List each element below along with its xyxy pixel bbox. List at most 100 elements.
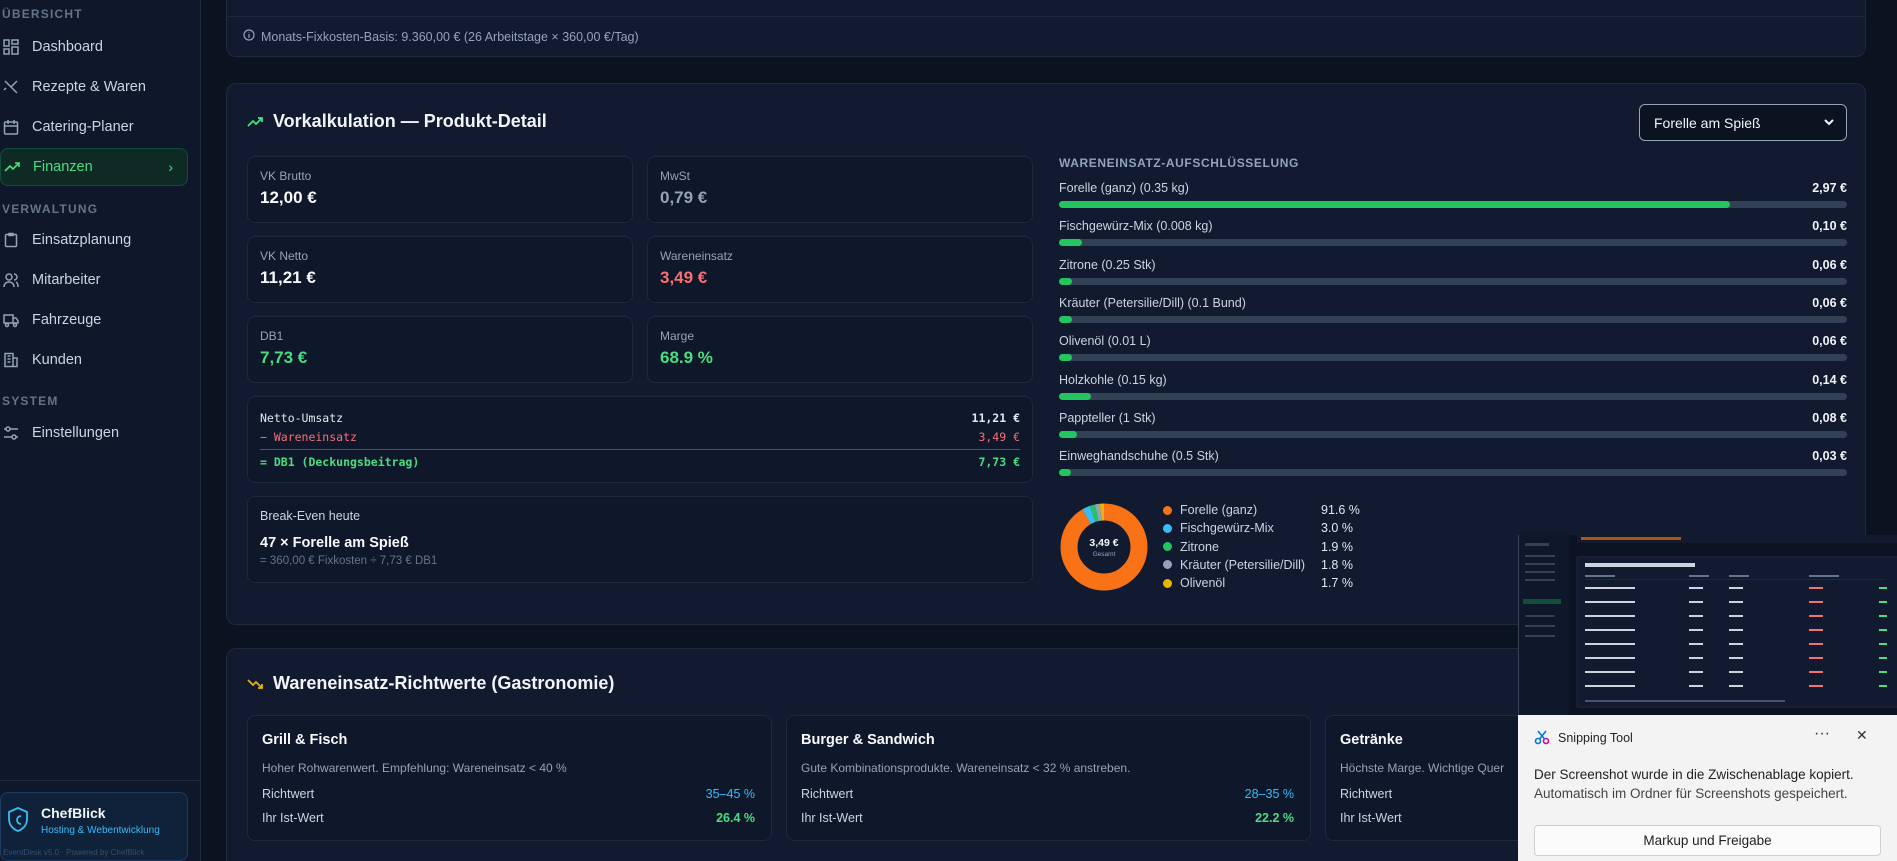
snipping-tool-icon — [1534, 729, 1550, 750]
legend-label: Zitrone — [1180, 539, 1219, 554]
brand-sub: Hosting & Webentwicklung — [41, 825, 160, 836]
sidebar-item-einstellungen[interactable]: Einstellungen — [0, 414, 188, 452]
sidebar-item-kunden[interactable]: Kunden — [0, 341, 188, 379]
thumbnail-line — [1879, 643, 1887, 645]
legend-swatch — [1163, 542, 1172, 552]
thumbnail-line — [1585, 685, 1635, 687]
legend-item: Kräuter (Petersilie/Dill) 1.8 % — [1163, 556, 1363, 574]
close-icon[interactable]: ✕ — [1856, 727, 1868, 743]
brand-name: ChefBlick — [41, 805, 106, 821]
screenshot-thumbnail[interactable] — [1518, 535, 1897, 715]
legend-item: Olivenöl 1.7 % — [1163, 574, 1363, 592]
calc-row-wareneinsatz: − Wareneinsatz 3,49 € — [260, 430, 1020, 444]
breakeven-box: Break-Even heute 47 × Forelle am Spieß =… — [247, 496, 1033, 583]
vorkalkulation-panel: Vorkalkulation — Produkt-Detail Forelle … — [226, 83, 1866, 625]
thumbnail-line — [1585, 615, 1635, 617]
sidebar-item-mitarbeiter[interactable]: Mitarbeiter — [0, 261, 188, 299]
breakdown-row: Einweghandschuhe (0.5 Stk) 0,03 € — [1059, 449, 1847, 483]
trend-up-icon — [3, 158, 21, 176]
toast-message: Der Screenshot wurde in die Zwischenabla… — [1534, 767, 1854, 782]
brand-box: ChefBlick Hosting & Webentwicklung Event… — [0, 792, 188, 861]
thumbnail-line — [1879, 685, 1887, 687]
sidebar-item-label: Catering-Planer — [32, 119, 134, 135]
cost-bar-fill — [1059, 392, 1091, 400]
legend-pct: 1.7 % — [1321, 576, 1353, 591]
markup-share-button[interactable]: Markup und Freigabe — [1534, 825, 1881, 856]
sidebar-item-finanzen[interactable]: Finanzen › — [0, 148, 188, 186]
snipping-tool-notification: Snipping Tool ··· ✕ Der Screenshot wurde… — [1518, 715, 1897, 861]
more-options-icon[interactable]: ··· — [1814, 725, 1830, 742]
thumbnail-line — [1729, 601, 1743, 603]
panel-title: Wareneinsatz-Richtwerte (Gastronomie) — [247, 673, 614, 694]
thumbnail-line — [1729, 671, 1743, 673]
legend-swatch — [1163, 523, 1172, 533]
sidebar-item-rezepte[interactable]: Rezepte & Waren — [0, 68, 188, 106]
ingredient-name: Fischgewürz-Mix (0.008 kg) — [1059, 219, 1213, 234]
legend-item: Fischgewürz-Mix 3.0 % — [1163, 519, 1363, 537]
ingredient-cost: 0,08 € — [1812, 410, 1847, 425]
utensils-icon — [2, 78, 20, 96]
breakdown-row: Olivenöl (0.01 L) 0,06 € — [1059, 334, 1847, 368]
kpi-db1: DB1 7,73 € — [247, 316, 633, 383]
sidebar-item-fahrzeuge[interactable]: Fahrzeuge — [0, 301, 188, 339]
product-select[interactable]: Forelle am Spieß — [1639, 104, 1847, 141]
thumbnail-line — [1809, 685, 1823, 687]
thumbnail-line — [1879, 615, 1887, 617]
thumbnail-line — [1585, 601, 1635, 603]
toast-title: Snipping Tool — [1558, 731, 1633, 745]
ingredient-name: Pappteller (1 Stk) — [1059, 410, 1156, 425]
ingredient-cost: 0,06 € — [1812, 295, 1847, 310]
sidebar-item-label: Einstellungen — [32, 425, 120, 441]
kpi-vk-brutto: VK Brutto 12,00 € — [247, 156, 633, 223]
thumbnail-line — [1689, 587, 1703, 589]
sidebar-item-label: Finanzen — [33, 159, 93, 175]
cost-bar-track — [1059, 277, 1847, 285]
breakdown-row: Zitrone (0.25 Stk) 0,06 € — [1059, 258, 1847, 292]
thumbnail-line — [1729, 629, 1743, 631]
legend-pct: 1.8 % — [1321, 557, 1353, 572]
sidebar-item-catering[interactable]: Catering-Planer — [0, 108, 188, 146]
thumbnail-line — [1809, 671, 1823, 673]
donut-center-label: Gesamt — [1093, 551, 1116, 558]
toast-message-secondary: Automatisch im Ordner für Screenshots ge… — [1534, 786, 1848, 801]
sidebar-item-dashboard[interactable]: Dashboard — [0, 28, 188, 66]
donut-slice — [1060, 503, 1148, 591]
fixkosten-panel: Monats-Fixkosten-Basis: 9.360,00 € (26 A… — [226, 0, 1866, 57]
trend-up-icon — [247, 114, 263, 130]
thumbnail-line — [1729, 643, 1743, 645]
thumbnail-line — [1879, 657, 1887, 659]
ingredient-cost: 0,03 € — [1812, 449, 1847, 464]
ingredient-name: Olivenöl (0.01 L) — [1059, 334, 1151, 349]
breakdown-row: Holzkohle (0.15 kg) 0,14 € — [1059, 373, 1847, 407]
ingredient-name: Zitrone (0.25 Stk) — [1059, 257, 1156, 272]
clipboard-icon — [2, 231, 20, 249]
legend-label: Fischgewürz-Mix — [1180, 521, 1274, 536]
ingredient-name: Einweghandschuhe (0.5 Stk) — [1059, 449, 1219, 464]
truck-icon — [2, 311, 20, 329]
cost-bar-track — [1059, 354, 1847, 362]
thumbnail-line — [1809, 587, 1823, 589]
sidebar-item-label: Einsatzplanung — [32, 232, 132, 248]
breakdown-row: Fischgewürz-Mix (0.008 kg) 0,10 € — [1059, 219, 1847, 253]
legend-pct: 3.0 % — [1321, 521, 1353, 536]
richtwert-card-burger: Burger & Sandwich Gute Kombinationsprodu… — [786, 715, 1311, 841]
brand-version: EventDesk v5.0 · Powered by ChefBlick — [3, 848, 145, 857]
ingredient-name: Kräuter (Petersilie/Dill) (0.1 Bund) — [1059, 295, 1246, 310]
thumbnail-line — [1729, 587, 1743, 589]
thumbnail-line — [1689, 643, 1703, 645]
thumbnail-line — [1689, 671, 1703, 673]
sidebar-item-label: Dashboard — [32, 39, 103, 55]
info-icon — [243, 29, 255, 44]
cost-bar-track — [1059, 315, 1847, 323]
thumbnail-preview — [1519, 535, 1897, 715]
thumbnail-line — [1879, 671, 1887, 673]
sidebar-item-einsatzplanung[interactable]: Einsatzplanung — [0, 221, 188, 259]
thumbnail-line — [1689, 629, 1703, 631]
sidebar-item-label: Mitarbeiter — [32, 272, 101, 288]
richtwert-card-grill: Grill & Fisch Hoher Rohwarenwert. Empfeh… — [247, 715, 772, 841]
panel-title: Vorkalkulation — Produkt-Detail — [247, 111, 547, 132]
divider — [260, 449, 1020, 450]
sidebar-item-label: Fahrzeuge — [32, 312, 102, 328]
grid-icon — [2, 38, 20, 56]
thumbnail-line — [1585, 587, 1635, 589]
